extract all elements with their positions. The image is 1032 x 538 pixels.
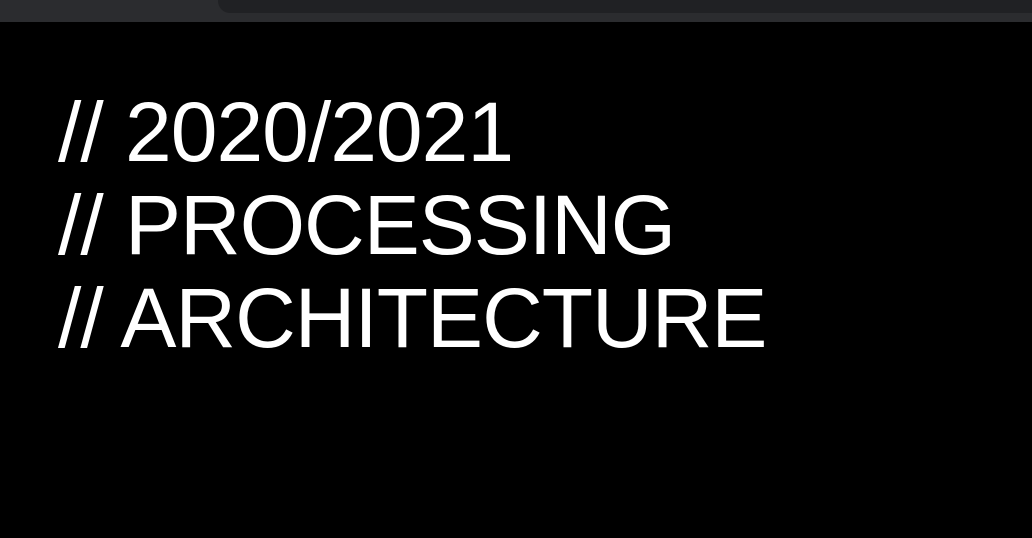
title-block: // 2020/2021 // PROCESSING // ARCHITECTU… xyxy=(58,85,767,365)
browser-top-bar xyxy=(0,0,1032,22)
sketch-canvas xyxy=(0,22,1032,538)
browser-tab-strip xyxy=(218,0,1032,13)
title-line-architecture: // ARCHITECTURE xyxy=(58,271,767,365)
title-line-processing: // PROCESSING xyxy=(58,178,676,272)
title-line-year: // 2020/2021 xyxy=(58,85,514,179)
